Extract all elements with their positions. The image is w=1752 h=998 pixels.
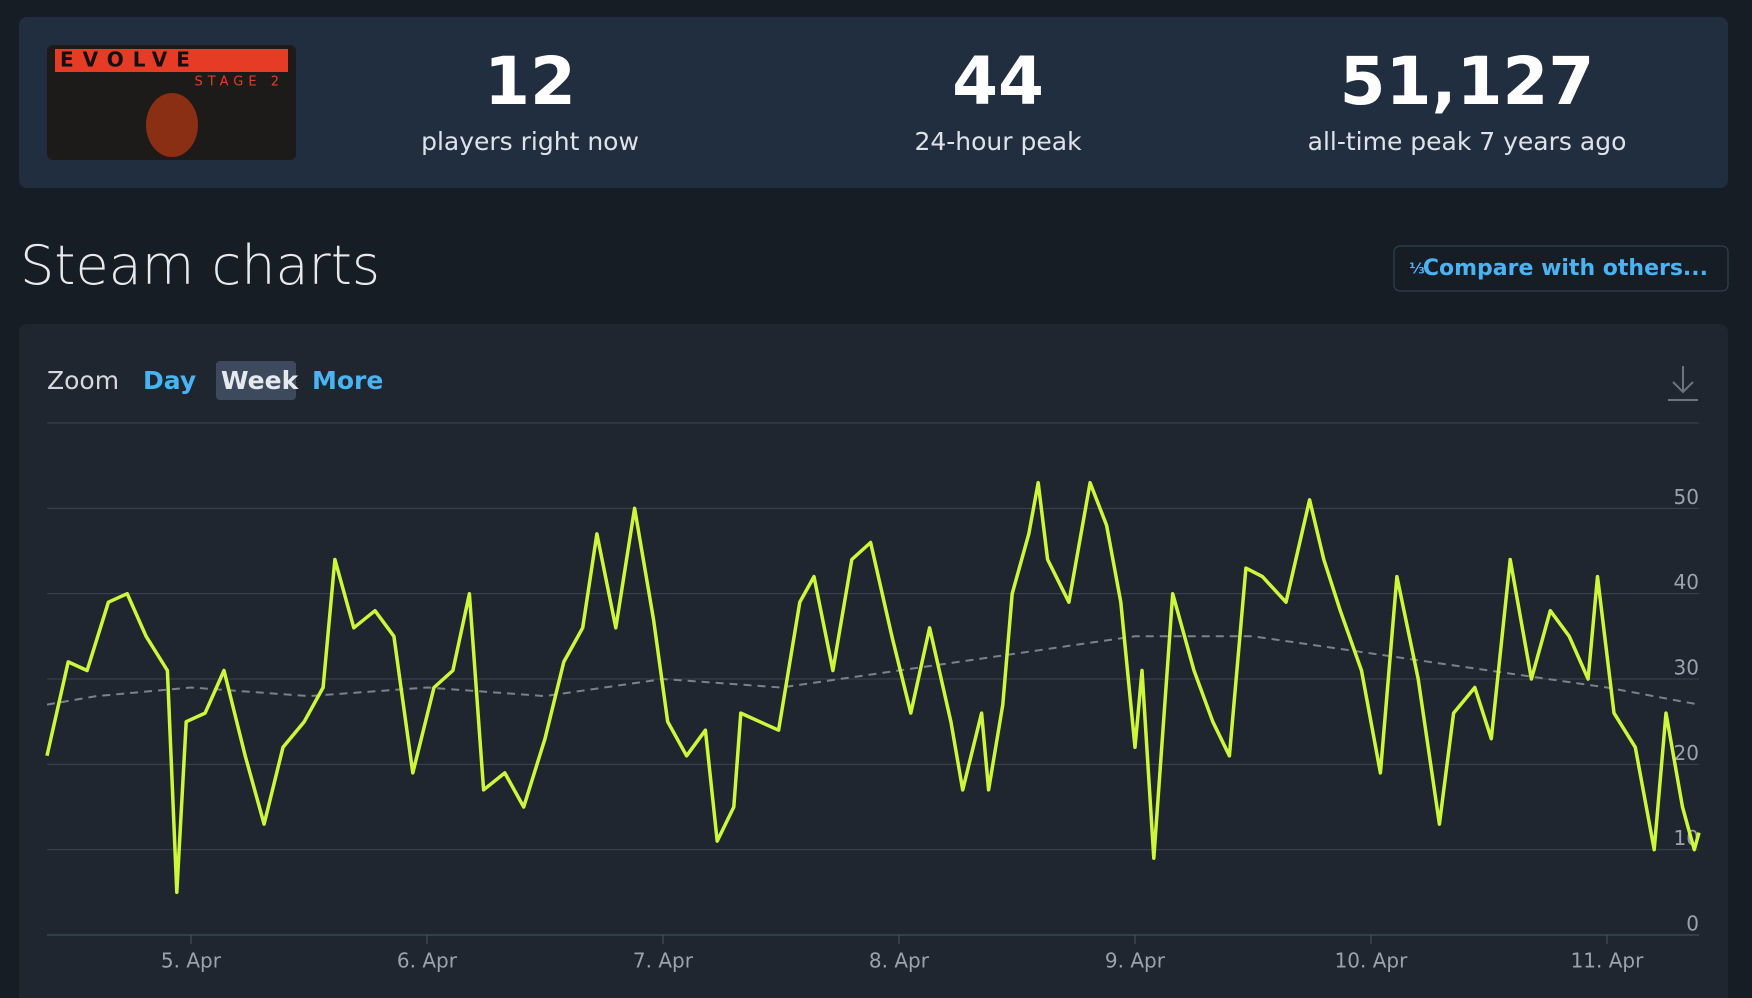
x-tick-label: 5. Apr [161, 949, 222, 973]
average-line [46, 635, 1700, 706]
y-tick-label: 30 [1674, 656, 1699, 680]
logo-subtitle: STAGE 2 [194, 75, 284, 90]
stat-value: 12 [484, 43, 576, 120]
player-line [45, 480, 1701, 895]
stat-label: all-time peak 7 years ago [1308, 127, 1627, 156]
logo-banner [55, 49, 288, 72]
y-tick-label: 0 [1686, 912, 1699, 936]
stat-label: 24-hour peak [914, 127, 1082, 156]
x-tick-label: 11. Apr [1571, 949, 1645, 973]
zoom-label: Zoom [47, 366, 119, 395]
x-tick-label: 8. Apr [869, 949, 930, 973]
compare-label[interactable]: Compare with others... [1423, 256, 1708, 281]
chart-panel [19, 324, 1728, 998]
x-tick-label: 10. Apr [1335, 949, 1409, 973]
compare-icon: ⅓ [1409, 260, 1425, 278]
zoom-option[interactable]: More [312, 366, 383, 395]
stat-value: 44 [952, 43, 1044, 120]
logo-hand [146, 93, 198, 157]
zoom-option[interactable]: Day [143, 366, 196, 395]
y-tick-label: 40 [1674, 570, 1699, 594]
download-icon[interactable] [1668, 366, 1698, 401]
stats: 12 players right now 44 24-hour peak 51,127 a… [421, 43, 1626, 156]
stat-label: players right now [421, 127, 639, 156]
compare-button[interactable] [1393, 245, 1729, 292]
logo-title: EVOLVE [60, 48, 199, 72]
stats-panel [19, 17, 1728, 188]
zoom-options: Day Week More [143, 361, 383, 400]
download-glyph[interactable] [1668, 366, 1698, 401]
x-tick-label: 7. Apr [633, 949, 694, 973]
y-tick-label: 50 [1674, 485, 1699, 509]
zoom-option[interactable]: Week [221, 366, 300, 395]
stat-value: 51,127 [1340, 43, 1595, 120]
section-title: Steam charts [20, 234, 380, 297]
x-tick-label: 9. Apr [1105, 949, 1166, 973]
y-tick-label: 20 [1674, 741, 1699, 765]
zoom-active-bg [216, 361, 296, 400]
x-tick-label: 6. Apr [397, 949, 458, 973]
